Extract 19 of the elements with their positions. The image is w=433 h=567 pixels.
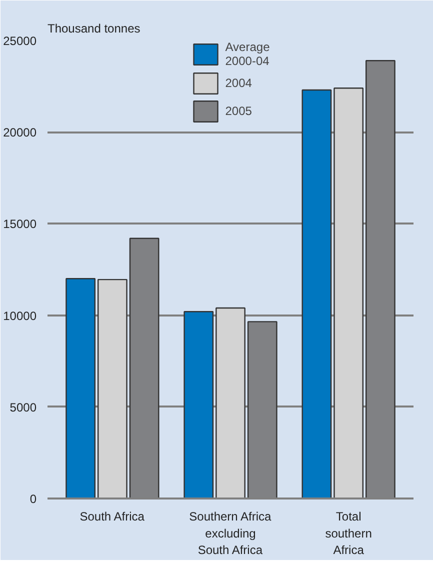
legend-label: 2005 <box>225 104 252 118</box>
bar <box>334 88 364 498</box>
y-tick-label: 0 <box>30 492 37 506</box>
y-tick-label: 10000 <box>3 308 37 323</box>
bar <box>184 311 214 498</box>
x-tick-label: South Africa <box>80 510 145 524</box>
bar <box>216 307 246 498</box>
bar <box>97 278 128 498</box>
y-tick-label: 5000 <box>10 400 37 414</box>
y-axis-title: Thousand tonnes <box>48 22 140 36</box>
y-tick-label: 25000 <box>3 34 37 48</box>
bar <box>66 278 96 498</box>
legend-label: Average 2000-04 <box>225 40 270 68</box>
x-tick-label: Southern Africa excluding South Africa <box>189 510 272 558</box>
y-tick-label: 15000 <box>3 217 37 232</box>
x-tick-label: Total southern Africa <box>325 510 372 558</box>
y-tick-label: 20000 <box>3 126 37 140</box>
bar <box>302 89 332 498</box>
legend-label: 2004 <box>225 76 252 90</box>
